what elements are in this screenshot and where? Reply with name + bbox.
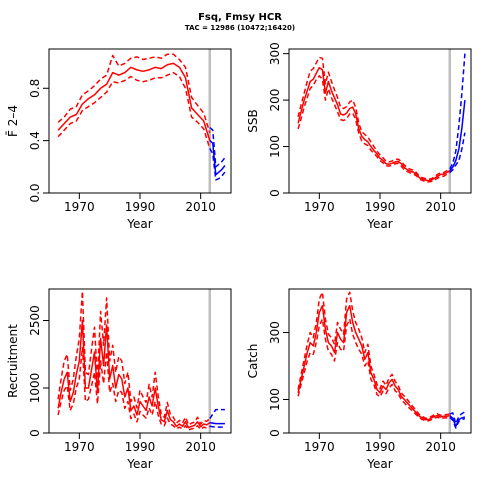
fbar-x-tick-label: 2010 xyxy=(185,200,216,214)
fbar-historic-low-line xyxy=(57,71,211,149)
fbar-y-tick-label: 0.4 xyxy=(28,131,42,150)
catch-y-tick-label: 0 xyxy=(268,429,282,437)
catch-projection-high-line xyxy=(449,411,466,425)
catch-x-tick-label: 1990 xyxy=(365,440,396,454)
catch-frame xyxy=(288,288,472,434)
catch-x-tick-label: 1970 xyxy=(304,440,335,454)
panels: 1970 1990 2010 0.0 0.4 0.8 Year F̄ 2–4 1970 1990 2… xyxy=(6,42,472,471)
catch-y-tick-label: 100 xyxy=(268,388,282,411)
recruitment-x-axis-label: Year xyxy=(126,457,152,471)
fbar-projection-high-line xyxy=(209,126,226,168)
fbar-historic-high-line xyxy=(57,53,211,134)
recruitment-historic-low-line xyxy=(57,346,211,431)
catch-historic-low-line xyxy=(297,318,450,422)
fbar-x-tick-label: 1970 xyxy=(64,200,95,214)
recruitment-historic-median-line xyxy=(57,319,211,429)
catch-panel: 1970 1990 2010 0 100 300 Year Catch xyxy=(246,288,472,471)
ssb-historic-median-line xyxy=(297,66,451,182)
catch-y-axis-label: Catch xyxy=(246,344,260,379)
recruitment-y-tick-label: 0 xyxy=(28,429,42,437)
recruitment-projection-low-line xyxy=(209,425,225,428)
fbar-x-axis-label: Year xyxy=(126,217,152,231)
fbar-historic-median-line xyxy=(57,62,211,141)
ssb-x-tick-label: 2010 xyxy=(425,200,456,214)
ssb-panel: 1970 1990 2010 0 100 200 300 Year SSB xyxy=(246,42,472,231)
catch-x-axis-label: Year xyxy=(366,457,392,471)
fbar-panel: 1970 1990 2010 0.0 0.4 0.8 Year F̄ 2–4 xyxy=(6,48,232,231)
ssb-projection-median-line xyxy=(449,100,466,172)
fbar-x-tick-label: 1990 xyxy=(125,200,156,214)
ssb-y-axis-label: SSB xyxy=(246,109,260,132)
recruitment-projection-median-line xyxy=(209,421,225,425)
ssb-y-tick-label: 300 xyxy=(268,42,282,65)
ssb-projection-low-line xyxy=(449,132,466,174)
ssb-x-tick-label: 1970 xyxy=(304,200,335,214)
ssb-x-tick-label: 1990 xyxy=(365,200,396,214)
ssb-x-axis-label: Year xyxy=(366,217,392,231)
recruitment-panel: 1970 1990 2010 0 1000 2500 Year Recruitment xyxy=(6,288,232,471)
ssb-projection-high-line xyxy=(449,53,466,170)
recruitment-x-tick-label: 1990 xyxy=(125,440,156,454)
fbar-projection-low-line xyxy=(209,148,226,181)
recruitment-y-tick-label: 2500 xyxy=(28,305,42,336)
ssb-frame xyxy=(288,48,472,194)
fbar-y-tick-label: 0.0 xyxy=(28,183,42,202)
ssb-y-tick-label: 0 xyxy=(268,189,282,197)
figure-subtitle: TAC = 12986 (10472;16420) xyxy=(185,24,295,32)
fbar-projection-median-line xyxy=(209,140,226,176)
catch-x-tick-label: 2010 xyxy=(425,440,456,454)
catch-y-tick-label: 300 xyxy=(268,321,282,344)
catch-historic-high-line xyxy=(297,291,450,420)
recruitment-x-tick-label: 2010 xyxy=(185,440,216,454)
recruitment-projection-high-line xyxy=(209,408,225,420)
fbar-y-tick-label: 0.8 xyxy=(28,79,42,98)
ssb-y-tick-label: 100 xyxy=(268,135,282,158)
recruitment-historic-high-line xyxy=(57,290,211,426)
recruitment-y-axis-label: Recruitment xyxy=(6,324,20,398)
catch-projection-median-line xyxy=(449,415,466,428)
ssb-historic-low-line xyxy=(297,75,451,183)
figure-title: Fsq, Fmsy HCR xyxy=(198,12,282,23)
recruitment-x-tick-label: 1970 xyxy=(64,440,95,454)
fbar-y-axis-label: F̄ 2–4 xyxy=(6,105,20,137)
catch-historic-median-line xyxy=(297,304,450,421)
ssb-y-tick-label: 200 xyxy=(268,89,282,112)
recruitment-y-tick-label: 1000 xyxy=(28,373,42,404)
ssb-historic-high-line xyxy=(297,56,451,181)
